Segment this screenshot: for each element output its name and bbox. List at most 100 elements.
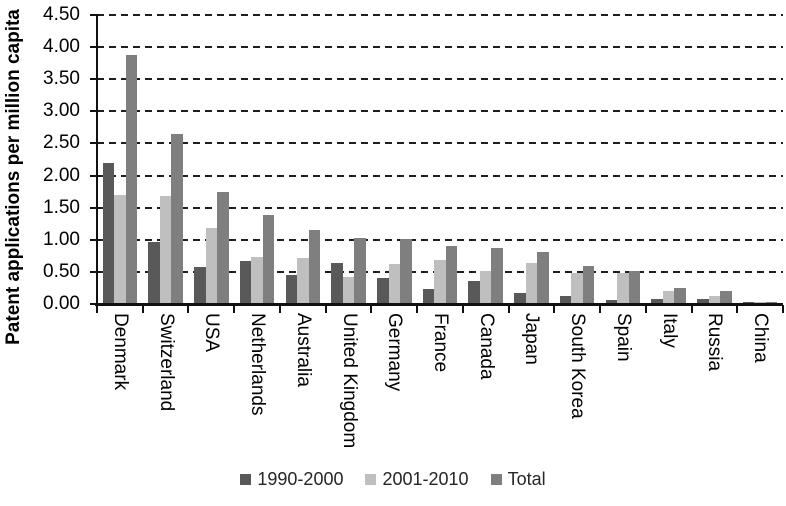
bar [377, 277, 389, 303]
bar [114, 195, 126, 303]
bar [171, 134, 183, 303]
bar [708, 295, 721, 303]
bar [125, 55, 138, 303]
legend-label: 1990-2000 [257, 469, 344, 489]
bar [697, 298, 709, 303]
x-axis-tick [461, 305, 464, 313]
y-axis-tick [90, 142, 99, 145]
y-axis-tick [90, 270, 99, 273]
legend-label: 2001-2010 [382, 469, 469, 489]
gridline [97, 78, 783, 81]
bar [571, 273, 583, 303]
bar [159, 195, 172, 303]
x-axis-tick [782, 305, 784, 313]
x-category-label: Netherlands [247, 313, 269, 416]
gridline [97, 142, 783, 145]
legend-swatch [240, 474, 252, 485]
bar [251, 257, 263, 303]
legend-label: Total [507, 469, 546, 489]
x-category-label: Spain [612, 313, 634, 362]
bar [525, 262, 538, 303]
bar [297, 258, 309, 303]
x-category-label: Italy [658, 313, 680, 348]
bar [662, 291, 675, 303]
x-category-label: United Kingdom [338, 313, 360, 449]
y-tick-label: 1.50 [43, 196, 80, 218]
bar [148, 241, 160, 303]
y-tick-label: 1.00 [43, 228, 80, 250]
x-category-label: Canada [475, 313, 497, 380]
x-axis-tick [690, 305, 693, 313]
bar [582, 266, 595, 303]
x-category-label: Switzerland [155, 313, 177, 412]
y-axis-line [96, 15, 98, 304]
bar [445, 245, 458, 303]
x-axis-tick [233, 305, 236, 313]
x-axis-line [95, 303, 783, 306]
y-tick-label: 4.00 [43, 36, 80, 58]
gridline [97, 46, 783, 49]
bar [537, 252, 549, 303]
bar [651, 299, 663, 303]
bar [217, 191, 229, 303]
y-axis-tick [90, 110, 99, 113]
x-axis-tick [187, 305, 190, 313]
bar [765, 301, 778, 303]
bar [194, 267, 206, 303]
bar [308, 230, 321, 303]
x-category-label: Japan [521, 313, 543, 365]
gridline [97, 14, 783, 16]
bar [331, 263, 343, 303]
gridline [97, 238, 783, 241]
bar [491, 248, 503, 303]
y-axis-tick [90, 14, 99, 16]
x-category-label: Denmark [109, 313, 131, 391]
y-tick-label: 0.00 [43, 293, 80, 314]
x-category-label: USA [201, 313, 223, 353]
x-category-label: South Korea [567, 313, 589, 419]
bar [239, 260, 252, 303]
y-axis-tick [90, 78, 99, 81]
x-axis-tick [507, 305, 510, 313]
x-axis-tick [278, 305, 281, 313]
bar [754, 302, 766, 303]
bar [720, 291, 732, 303]
x-axis-tick [553, 305, 556, 313]
x-category-label: China [750, 313, 772, 363]
x-category-label: Germany [384, 313, 406, 392]
bar [388, 264, 401, 303]
legend-swatch [365, 474, 377, 485]
y-tick-label: 3.00 [43, 100, 80, 122]
legend: 1990-2000 2001-2010 Total [0, 469, 786, 490]
bar [102, 162, 115, 303]
x-axis-tick [736, 305, 739, 313]
x-axis-tick [599, 305, 602, 313]
bar [742, 302, 755, 303]
legend-item: Total [490, 469, 546, 490]
y-tick-label: 2.50 [43, 132, 80, 154]
gridline [97, 206, 783, 209]
x-category-label: Australia [292, 313, 314, 387]
bar [342, 277, 355, 303]
x-axis-tick [141, 305, 144, 313]
y-axis-tick [90, 206, 99, 209]
bar [205, 227, 218, 303]
bar [262, 215, 275, 303]
y-axis-tick [90, 303, 99, 305]
y-tick-label: 0.50 [43, 260, 80, 282]
bar [434, 259, 446, 303]
bar [468, 280, 480, 303]
legend-item: 1990-2000 [240, 469, 343, 490]
legend-item: 2001-2010 [365, 469, 469, 490]
bar [617, 273, 629, 303]
gridline [97, 174, 783, 177]
y-axis-tick [90, 174, 99, 177]
x-category-label: Russia [704, 313, 726, 372]
x-axis-tick [644, 305, 647, 313]
x-axis-tick [96, 305, 98, 313]
bar [674, 287, 686, 303]
bar [285, 275, 298, 303]
x-axis-tick [370, 305, 373, 313]
bar [514, 292, 526, 303]
